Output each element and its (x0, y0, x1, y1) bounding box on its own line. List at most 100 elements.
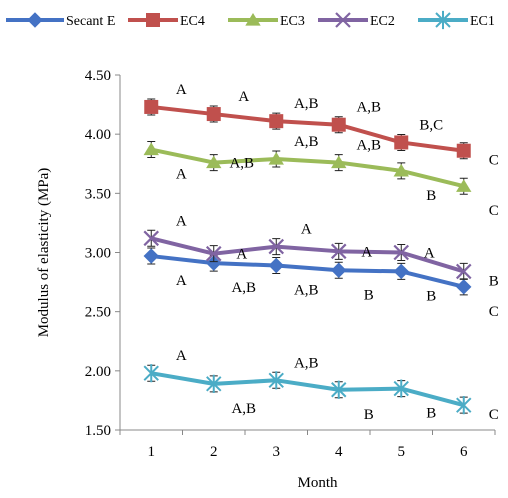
data-label: A (176, 213, 187, 229)
data-label: B (364, 407, 374, 423)
data-point (268, 371, 284, 390)
legend-label: Secant E (66, 14, 115, 29)
y-axis-title: Modulus of elasticity (MPa) (36, 168, 52, 338)
data-label: B (426, 188, 436, 204)
x-tick-label: 5 (398, 444, 406, 460)
data-point (206, 155, 222, 169)
data-point (456, 396, 472, 415)
x-tick-label: 6 (460, 444, 468, 460)
data-label: B (426, 406, 436, 422)
x-tick-label: 1 (148, 444, 156, 460)
y-tick-label: 3.50 (85, 186, 111, 202)
data-point (143, 364, 159, 383)
data-label: A (176, 348, 187, 364)
series-line (151, 254, 465, 289)
data-label: A,B (229, 156, 254, 172)
data-point (144, 99, 159, 114)
data-label: B (489, 273, 499, 289)
legend-item: EC2 (318, 12, 395, 29)
data-label: A,B (294, 283, 319, 299)
legend-item: EC4 (128, 13, 205, 29)
data-point (455, 263, 472, 280)
data-point (456, 279, 472, 295)
y-tick-label: 2.00 (85, 364, 111, 380)
series-ec3: A A,B A,B A,B B C (143, 134, 499, 219)
data-point (393, 379, 409, 398)
data-point (456, 143, 471, 158)
data-point (206, 107, 221, 122)
data-label: B (426, 288, 436, 304)
legend-marker (435, 10, 451, 30)
data-point (268, 238, 285, 255)
data-point (331, 155, 347, 169)
x-tick-label: 4 (335, 444, 343, 460)
x-ticks: 1 2 3 4 5 6 (119, 430, 496, 460)
legend-label: EC2 (370, 14, 395, 29)
legend-marker (245, 13, 261, 26)
series-line (150, 371, 465, 408)
y-tick-label: 3.00 (85, 246, 111, 262)
data-point (393, 263, 409, 280)
data-label: A (176, 82, 187, 98)
data-point (143, 230, 160, 247)
series-secant-e: A A,B A,B B BC (143, 247, 499, 320)
data-point (206, 374, 222, 393)
data-point (393, 244, 410, 261)
series-ec4: A A A,B A,B B,C C (144, 82, 499, 169)
data-label: A,B (356, 100, 381, 116)
series-line (150, 147, 465, 189)
data-point (268, 257, 284, 274)
data-label: A (176, 167, 187, 183)
data-label: C (489, 407, 499, 423)
legend-label: EC3 (280, 14, 305, 29)
legend: Secant E EC4 EC3 EC2 EC1 (6, 10, 495, 30)
legend-item: EC3 (228, 13, 305, 29)
y-ticks: 1.50 2.00 2.50 3.00 3.50 4.00 4.50 (85, 68, 120, 439)
y-tick-label: 4.50 (85, 68, 111, 84)
data-label: A (424, 246, 435, 262)
data-point (331, 117, 346, 132)
data-point (331, 380, 347, 399)
data-point (331, 262, 347, 278)
legend-item: EC1 (418, 10, 495, 30)
data-label: A (176, 273, 187, 289)
x-tick-label: 2 (210, 444, 218, 460)
legend-item: Secant E (6, 12, 115, 29)
data-label: A,B (356, 138, 381, 154)
data-label: A (361, 244, 372, 260)
y-tick-label: 1.50 (85, 423, 111, 439)
data-label: A,B (231, 401, 256, 417)
y-tick-label: 2.50 (85, 305, 111, 321)
data-point (330, 243, 347, 260)
data-label: A,B (294, 134, 319, 150)
data-point (205, 245, 222, 262)
legend-marker (335, 12, 351, 28)
legend-label: EC1 (470, 14, 495, 29)
data-label: A (236, 247, 247, 263)
data-point (268, 152, 284, 165)
series-ec2: A A A A A B (143, 213, 499, 289)
data-point (143, 142, 159, 156)
x-axis-title: Month (297, 475, 338, 491)
data-point (393, 163, 409, 177)
data-label: A (301, 222, 312, 238)
data-label: C (489, 153, 499, 169)
data-point (394, 135, 409, 150)
axes: 1.50 2.00 2.50 3.00 3.50 4.00 4.50 1 2 3 4 5 6 Modu… (36, 68, 496, 491)
series-line (150, 236, 465, 274)
x-tick-label: 3 (273, 444, 281, 460)
data-point (143, 248, 159, 264)
data-label: C (489, 203, 499, 219)
data-point (269, 114, 284, 129)
series-line (151, 104, 465, 153)
legend-marker (27, 12, 43, 28)
plot-area: A A,B A,B B B C A A A,B A,B B,C C A A,B A,B A,B B C A A A A A B… (143, 82, 499, 423)
data-label: A,B (294, 355, 319, 371)
data-point (206, 255, 222, 271)
data-label: A (238, 89, 249, 105)
data-point (456, 179, 472, 192)
data-label: B,C (419, 117, 443, 133)
series-ec1: A A,B A,B B B C (143, 348, 499, 423)
legend-marker (146, 13, 160, 27)
